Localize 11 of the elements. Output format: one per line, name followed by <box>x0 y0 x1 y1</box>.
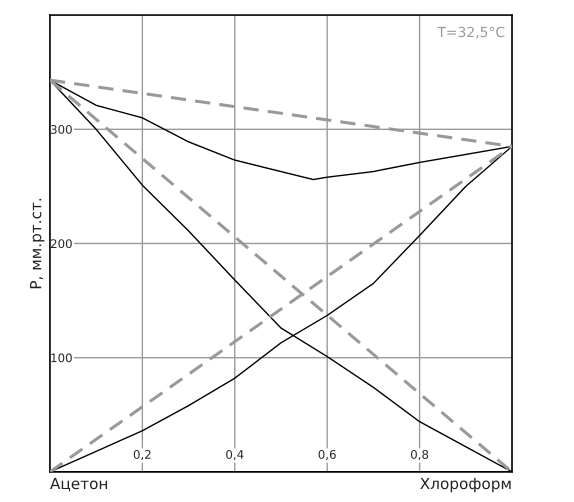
annotation: Ацетон <box>50 478 108 492</box>
y-tick-label: 200 <box>50 239 72 248</box>
x-tick-label: 0,8 <box>410 450 428 460</box>
x-tick-label: 0,2 <box>134 450 151 460</box>
annotation: Хлороформ <box>420 478 511 492</box>
x-tick-label: 0,4 <box>226 450 244 460</box>
y-tick-label: 300 <box>50 124 72 134</box>
y-tick-label: 100 <box>51 353 72 362</box>
annotation: T=32,5°C <box>437 26 504 39</box>
x-tick-label: 0,6 <box>318 450 336 460</box>
y-axis-title: P, мм.рт.ст. <box>30 198 44 288</box>
